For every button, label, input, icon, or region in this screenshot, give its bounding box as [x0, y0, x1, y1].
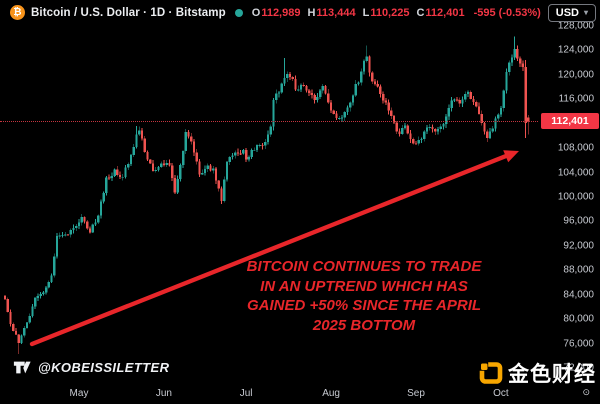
time-axis[interactable]: May Jun Jul Aug Sep Oct: [0, 384, 538, 404]
time-tick-label: Jul: [239, 388, 253, 399]
price-tick-label: 84,000: [563, 289, 594, 301]
ohlc-values: O 112,989 H 113,444 L 110,225 C 112,401 -595…: [252, 7, 541, 19]
time-tick-label: May: [69, 388, 89, 399]
low-label: L: [362, 6, 370, 19]
currency-selector-button[interactable]: USD ▾: [547, 4, 596, 22]
symbol-title[interactable]: Bitcoin / U.S. Dollar · 1D · Bitstamp: [31, 6, 226, 19]
tradingview-logo-icon: [13, 361, 31, 374]
price-tick-label: 92,000: [563, 240, 594, 252]
price-tick-label: 80,000: [563, 313, 594, 325]
market-status-dot-icon: [234, 8, 243, 17]
high-value: 113,444: [316, 6, 356, 19]
candles: [3, 36, 530, 355]
time-tick-label: Sep: [407, 388, 425, 399]
brand-logo: 金色财经: [478, 358, 596, 388]
price-tick-label: 72,000: [563, 362, 594, 374]
price-tick-label: 116,000: [558, 93, 594, 105]
last-price-label: 112,401: [541, 113, 599, 130]
symbol-header: ₿ Bitcoin / U.S. Dollar · 1D · Bitstamp …: [10, 5, 541, 20]
close-value: 112,401: [425, 6, 465, 19]
annotation-line: BITCOIN CONTINUES TO TRADE: [246, 258, 482, 275]
price-tick-label: 104,000: [557, 167, 594, 179]
watermark: @KOBEISSILETTER: [13, 360, 169, 375]
time-tick-label: Jun: [155, 388, 172, 399]
golden-finance-logo-icon: [479, 362, 503, 384]
price-tick-label: 100,000: [557, 191, 594, 203]
annotation-line: IN AN UPTREND WHICH HAS: [260, 277, 468, 295]
low-value: 110,225: [370, 6, 410, 19]
annotation-text: BITCOIN CONTINUES TO TRADE IN AN UPTREND…: [238, 257, 490, 335]
price-tick-label: 128,000: [557, 20, 594, 32]
price-tick-label: 120,000: [557, 69, 594, 81]
candlestick-chart-canvas[interactable]: [0, 0, 538, 384]
change-value: -595 (-0.53%): [473, 6, 541, 19]
time-tick-label: Oct: [493, 388, 509, 399]
brand-name: 金色财经: [508, 363, 596, 386]
currency-label: USD: [555, 7, 579, 19]
price-tick-label: 76,000: [563, 338, 594, 350]
close-label: C: [416, 6, 425, 19]
price-tick-label: 124,000: [557, 44, 594, 56]
watermark-handle: @KOBEISSILETTER: [38, 360, 170, 375]
bitcoin-icon: ₿: [10, 5, 25, 20]
annotation-line: 2025 BOTTOM: [312, 316, 416, 334]
time-tick-label: Aug: [322, 388, 340, 399]
chevron-down-icon: ▾: [583, 8, 588, 17]
uptrend-arrow: [29, 150, 519, 347]
last-price-dotted-line: [0, 121, 538, 123]
annotation-line: GAINED +50% SINCE THE APRIL: [246, 297, 482, 314]
price-tick-label: 96,000: [563, 215, 594, 227]
open-value: 112,989: [261, 6, 301, 19]
price-tick-label: 88,000: [563, 264, 594, 276]
high-label: H: [307, 6, 316, 19]
open-label: O: [251, 6, 261, 19]
brand-badge-icon: ⊙: [582, 387, 590, 397]
price-axis[interactable]: 128,000 124,000 120,000 116,000 108,000 104,0…: [538, 0, 600, 384]
price-tick-label: 108,000: [557, 142, 594, 154]
